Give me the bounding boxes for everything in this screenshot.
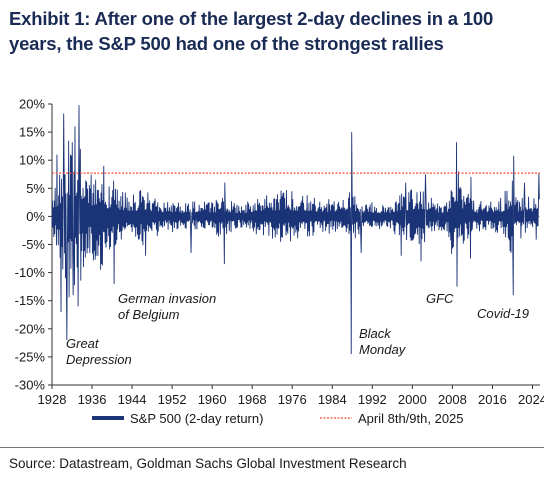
y-tick-label: -10% — [15, 265, 46, 280]
source-note: Source: Datastream, Goldman Sachs Global… — [9, 456, 407, 471]
series-line-sp500 — [51, 105, 540, 355]
x-tick-label: 1968 — [238, 392, 267, 407]
legend-label-reference: April 8th/9th, 2025 — [358, 411, 464, 426]
x-tick-label: 2024 — [518, 392, 544, 407]
x-tick-label: 1944 — [118, 392, 147, 407]
x-tick-label: 1976 — [278, 392, 307, 407]
legend-label-series: S&P 500 (2-day return) — [130, 411, 263, 426]
y-tick-label: 20% — [19, 97, 45, 112]
annotation-label: German invasion of Belgium — [118, 291, 216, 322]
chart-title: Exhibit 1: After one of the largest 2-da… — [9, 8, 494, 54]
x-tick-label: 2016 — [478, 392, 507, 407]
annotation-label: GFC — [426, 291, 454, 306]
annotation-label: Black Monday — [359, 326, 407, 357]
y-tick-label: -25% — [15, 349, 46, 364]
x-tick-label: 1984 — [318, 392, 347, 407]
y-tick-label: -30% — [15, 378, 46, 393]
x-tick-label: 1960 — [198, 392, 227, 407]
y-axis: 20% 15% 10% 5% 0% -5% -10% -15% -20% -25% -30% — [15, 97, 53, 393]
y-tick-label: -15% — [15, 293, 46, 308]
x-axis: 1928 1936 1944 1952 1960 1968 1976 1984 1992 2000… — [38, 384, 544, 407]
y-tick-label: -5% — [22, 237, 46, 252]
annotations: Great Depression German invasion of Belgium… — [66, 291, 529, 367]
x-tick-label: 1952 — [158, 392, 187, 407]
y-tick-label: 5% — [26, 181, 45, 196]
x-tick-label: 1992 — [358, 392, 387, 407]
y-tick-label: 15% — [19, 125, 45, 140]
annotation-label: Great Depression — [66, 336, 132, 367]
x-tick-label: 2000 — [398, 392, 427, 407]
x-tick-label: 2008 — [438, 392, 467, 407]
legend: S&P 500 (2-day return) April 8th/9th, 20… — [92, 411, 464, 426]
x-tick-label: 1936 — [78, 392, 107, 407]
y-tick-label: -20% — [15, 321, 46, 336]
divider-line — [0, 447, 544, 448]
x-tick-label: 1928 — [38, 392, 67, 407]
y-tick-label: 0% — [26, 209, 45, 224]
y-tick-label: 10% — [19, 153, 45, 168]
annotation-label: Covid-19 — [477, 306, 529, 321]
